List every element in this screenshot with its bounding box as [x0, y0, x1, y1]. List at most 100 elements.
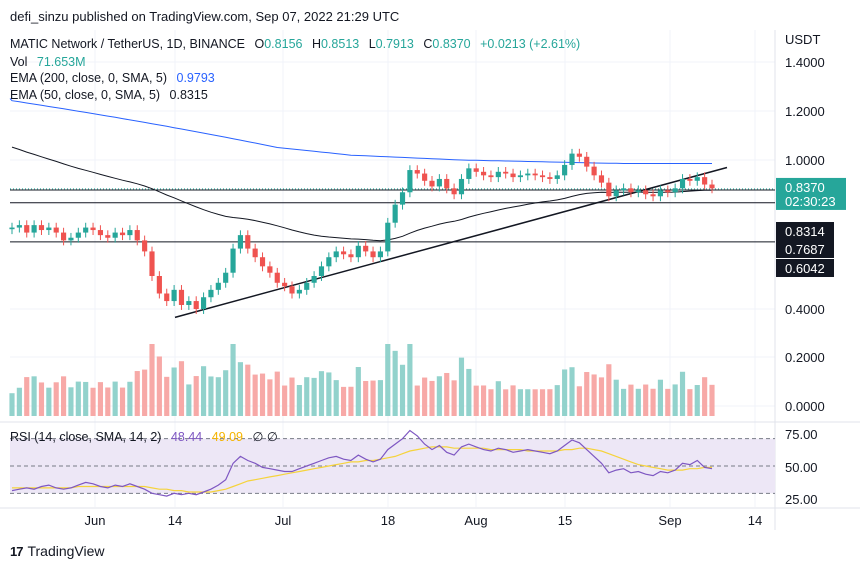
candle-body	[193, 301, 199, 309]
volume-bar	[709, 384, 715, 416]
rsi-line	[11, 429, 713, 497]
rsi-label: RSI (14, close, SMA, 14, 2)	[10, 430, 161, 444]
candle-body	[363, 245, 369, 252]
candle-body	[429, 180, 435, 187]
candle-body	[510, 173, 516, 178]
volume-bar	[46, 387, 52, 416]
volume-bar	[16, 387, 22, 416]
svg-text:RSI (14, close, SMA, 14, 2): RSI (14, close, SMA, 14, 2) 48.44 49.09 …	[10, 430, 278, 444]
volume-bar	[326, 372, 332, 416]
volume-bar	[274, 371, 280, 416]
candle-body	[451, 188, 457, 195]
candle-body	[702, 177, 708, 185]
high-label: H	[312, 37, 321, 51]
volume-bar	[532, 389, 538, 416]
time-axis-label: Jul	[275, 513, 292, 528]
candle-body	[46, 227, 52, 231]
candle-body	[230, 248, 236, 273]
rsi-ma-line	[12, 446, 712, 493]
candle-body	[9, 227, 15, 230]
volume-bar	[215, 377, 221, 416]
candle-body	[348, 254, 354, 258]
candle-body	[341, 251, 347, 255]
current-price-value: 0.8370	[785, 180, 825, 195]
volume-bar	[304, 377, 310, 416]
candle-body	[591, 166, 597, 176]
close-label: C	[423, 37, 432, 51]
candle-body	[525, 173, 531, 176]
volume-bar	[598, 377, 605, 416]
ema200-value: 0.9793	[177, 71, 215, 85]
volume-bar	[694, 385, 700, 416]
volume-bar	[282, 385, 288, 416]
candle-body	[208, 289, 214, 298]
volume-bar	[503, 389, 509, 416]
candle-body	[679, 178, 686, 189]
candle-body	[326, 257, 332, 267]
candle-body	[112, 232, 118, 238]
volume-bar	[481, 385, 487, 416]
volume-bar	[119, 387, 126, 416]
volume-bar	[223, 370, 229, 416]
volume-bar	[134, 371, 140, 416]
price-axis-tick: 0.4000	[785, 302, 825, 317]
candle-body	[38, 225, 45, 231]
volume-bar	[377, 380, 383, 416]
price-axis-tick: 1.2000	[785, 104, 825, 119]
candle-body	[215, 282, 221, 290]
candle-body	[171, 289, 177, 302]
volume-bar	[68, 387, 74, 416]
volume-bar	[510, 385, 516, 416]
candle-body	[628, 188, 634, 193]
tradingview-footer: 17 TradingView	[10, 543, 105, 559]
level-price-value: 0.7687	[785, 242, 825, 257]
volume-bar	[665, 388, 671, 416]
volume-bar	[75, 381, 81, 416]
candle-body	[149, 251, 155, 276]
svg-text:EMA (200, close, 0, SMA, 5): EMA (200, close, 0, SMA, 5) 0.9793	[10, 71, 215, 85]
candle-body	[635, 190, 641, 193]
volume-bar	[679, 371, 686, 416]
volume-bar	[444, 372, 450, 416]
candle-body	[119, 232, 126, 236]
volume-bar	[201, 366, 207, 416]
candle-body	[296, 289, 302, 294]
price-axis-tick: 0.2000	[785, 350, 825, 365]
level-price-value: 0.6042	[785, 261, 825, 276]
candle-body	[186, 301, 192, 305]
level-price-tag	[776, 222, 834, 240]
symbol-title: MATIC Network / TetherUS, 1D, BINANCE	[10, 37, 245, 51]
volume-bar	[495, 381, 501, 416]
low-value: 0.7913	[376, 37, 414, 51]
volume-bar	[672, 384, 678, 416]
candle-body	[407, 170, 413, 193]
volume-bar	[385, 344, 391, 416]
candle-body	[178, 289, 185, 305]
candle-body	[68, 237, 74, 241]
candle-body	[650, 194, 656, 197]
svg-text:MATIC Network / TetherUS, 1D,: MATIC Network / TetherUS, 1D, BINANCE O0…	[10, 37, 580, 51]
volume-bar	[208, 376, 214, 416]
candle-body	[245, 235, 251, 249]
volume-bar	[702, 377, 708, 416]
time-axis-label: 18	[381, 513, 395, 528]
volume-value: 71.653M	[37, 55, 86, 69]
candle-body	[377, 251, 383, 258]
time-axis-label: 14	[168, 513, 182, 528]
price-axis-currency: USDT	[785, 32, 820, 47]
candle-body	[304, 282, 310, 290]
ema50-label: EMA (50, close, 0, SMA, 5)	[10, 88, 160, 102]
open-value: 0.8156	[264, 37, 302, 51]
candle-body	[672, 188, 678, 193]
volume-bar	[606, 364, 612, 416]
tradingview-brand: TradingView	[27, 543, 105, 559]
candle-body	[333, 251, 339, 258]
candle-body	[127, 230, 133, 236]
candle-body	[606, 182, 612, 197]
candle-body	[31, 225, 37, 233]
level-price-tag	[776, 259, 834, 277]
volume-bar	[289, 377, 295, 416]
volume-bar	[584, 372, 590, 416]
volume-bar	[613, 379, 619, 416]
